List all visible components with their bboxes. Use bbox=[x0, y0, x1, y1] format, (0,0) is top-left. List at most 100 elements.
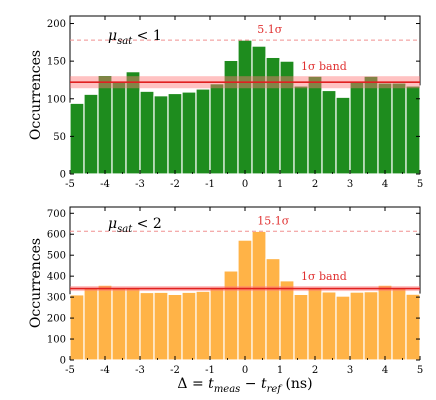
bottom-x-tick-label: -3 bbox=[135, 365, 145, 376]
bottom-bar bbox=[83, 287, 99, 361]
bottom-y-tick-label: 500 bbox=[47, 251, 66, 262]
bottom-ticks: -5 -4 -3 -2 -1 0 1 2 3 4 5 0 100 200 300 400 500 600 700 bbox=[47, 207, 423, 376]
top-x-tick-label: 0 bbox=[242, 179, 248, 190]
top-bar bbox=[307, 75, 323, 175]
bottom-y-tick-label: 300 bbox=[47, 293, 66, 304]
top-bar bbox=[209, 83, 225, 175]
top-bar bbox=[195, 88, 211, 175]
top-x-tick-label: -5 bbox=[65, 179, 75, 190]
top-bars bbox=[69, 39, 421, 175]
bottom-y-tick-label: 0 bbox=[60, 356, 66, 367]
top-x-tick-label: -1 bbox=[205, 179, 215, 190]
bottom-bar bbox=[139, 291, 155, 361]
top-bar bbox=[265, 56, 281, 175]
top-bar bbox=[251, 45, 267, 175]
bottom-x-tick-label: 4 bbox=[382, 365, 388, 376]
top-dashed-label: 5.1σ bbox=[257, 23, 282, 36]
bottom-bar bbox=[153, 291, 169, 361]
bottom-bar bbox=[377, 284, 393, 361]
bottom-bar bbox=[237, 239, 253, 361]
bottom-bar bbox=[251, 230, 267, 361]
top-bar bbox=[405, 85, 421, 175]
top-bar bbox=[335, 96, 351, 175]
bottom-bar bbox=[167, 293, 183, 361]
top-x-tick-label: 3 bbox=[347, 179, 353, 190]
bottom-x-tick-label: 1 bbox=[277, 365, 283, 376]
top-bar bbox=[349, 81, 365, 175]
top-bar bbox=[139, 90, 155, 175]
x-axis-label: Δ = tmeas − tref (ns) bbox=[177, 376, 312, 395]
top-panel-label: μsat < 1 bbox=[108, 28, 162, 47]
top-bar bbox=[363, 75, 379, 175]
bottom-band-label: 1σ band bbox=[301, 270, 347, 283]
bottom-bar bbox=[391, 287, 407, 361]
top-bar bbox=[97, 74, 113, 175]
top-x-tick-label: 2 bbox=[312, 179, 318, 190]
top-x-tick-label: -4 bbox=[100, 179, 110, 190]
bottom-bar bbox=[265, 257, 281, 361]
top-bar bbox=[153, 95, 169, 175]
bottom-bar bbox=[335, 295, 351, 361]
bottom-bar bbox=[349, 291, 365, 361]
top-x-tick-label: 4 bbox=[382, 179, 388, 190]
bottom-bar bbox=[363, 291, 379, 361]
bottom-bar bbox=[279, 280, 295, 361]
top-bar bbox=[391, 82, 407, 175]
bottom-bar bbox=[321, 291, 337, 361]
top-bar bbox=[181, 91, 197, 175]
bottom-bar bbox=[307, 287, 323, 361]
bottom-panel-label: μsat < 2 bbox=[108, 216, 162, 235]
bottom-x-tick-label: -1 bbox=[205, 365, 215, 376]
bottom-y-tick-label: 400 bbox=[47, 272, 66, 283]
top-bar bbox=[377, 82, 393, 175]
top-y-tick-label: 50 bbox=[53, 132, 66, 143]
bottom-y-tick-label: 200 bbox=[47, 314, 66, 325]
top-bar bbox=[237, 39, 253, 175]
bottom-x-tick-label: 5 bbox=[417, 365, 423, 376]
top-bar bbox=[167, 92, 183, 175]
top-sigma-band bbox=[70, 39, 420, 89]
top-y-tick-label: 200 bbox=[47, 19, 66, 30]
bottom-bar bbox=[125, 287, 141, 361]
bottom-bar bbox=[405, 293, 421, 361]
bottom-x-tick-label: -5 bbox=[65, 365, 75, 376]
bottom-bar bbox=[223, 270, 239, 361]
bottom-x-tick-label: -4 bbox=[100, 365, 110, 376]
top-x-tick-label: -3 bbox=[135, 179, 145, 190]
top-band-label: 1σ band bbox=[301, 60, 347, 73]
bottom-bar bbox=[69, 294, 85, 361]
top-y-tick-label: 150 bbox=[47, 57, 66, 68]
bottom-dashed-label: 15.1σ bbox=[257, 214, 289, 227]
bottom-bar bbox=[111, 287, 127, 361]
bottom-bar bbox=[181, 291, 197, 361]
top-bar bbox=[69, 102, 85, 175]
top-y-tick-label: 100 bbox=[47, 94, 66, 105]
bottom-x-tick-label: 0 bbox=[242, 365, 248, 376]
bottom-bars bbox=[69, 230, 421, 361]
bottom-x-tick-label: -2 bbox=[170, 365, 180, 376]
top-x-tick-label: 5 bbox=[417, 179, 423, 190]
bottom-bar bbox=[97, 284, 113, 361]
top-bar bbox=[83, 93, 99, 175]
bottom-histogram-panel: -5 -4 -3 -2 -1 0 1 2 3 4 5 0 100 200 300 400 500 600 700 μ… bbox=[28, 206, 423, 376]
bottom-y-tick-label: 100 bbox=[47, 335, 66, 346]
top-x-tick-label: 1 bbox=[277, 179, 283, 190]
bottom-y-tick-label: 700 bbox=[47, 209, 66, 220]
bottom-bar bbox=[293, 293, 309, 361]
bottom-x-tick-label: 3 bbox=[347, 365, 353, 376]
bottom-y-axis-label: Occurrences bbox=[28, 238, 44, 328]
bottom-y-tick-label: 600 bbox=[47, 230, 66, 241]
bottom-x-tick-label: 2 bbox=[312, 365, 318, 376]
top-bar bbox=[111, 81, 127, 175]
bottom-bar bbox=[209, 286, 225, 361]
top-y-axis-label: Occurrences bbox=[28, 50, 44, 140]
bottom-bar bbox=[195, 290, 211, 361]
top-bar bbox=[321, 89, 337, 175]
bottom-sigma-band bbox=[70, 230, 420, 292]
top-x-tick-label: -2 bbox=[170, 179, 180, 190]
top-y-tick-label: 0 bbox=[60, 170, 66, 181]
top-bar bbox=[293, 85, 309, 175]
